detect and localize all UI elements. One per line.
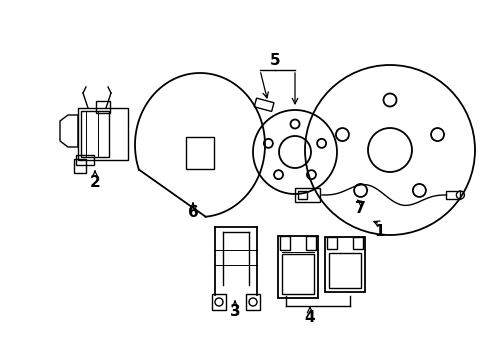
Text: 4: 4	[304, 310, 315, 325]
Text: 7: 7	[354, 201, 365, 216]
Bar	[76, 155, 94, 165]
Bar	[297, 191, 306, 199]
Bar	[352, 237, 362, 249]
Bar	[74, 159, 86, 173]
Bar	[245, 294, 260, 310]
Bar	[280, 236, 289, 250]
Text: 6: 6	[187, 204, 198, 220]
Bar	[326, 237, 336, 249]
Text: 2: 2	[89, 175, 100, 189]
Bar	[185, 137, 214, 169]
Bar	[294, 188, 319, 202]
Bar	[81, 111, 109, 157]
Text: 5: 5	[269, 53, 280, 68]
Bar	[212, 294, 225, 310]
Bar	[446, 191, 460, 199]
Text: 1: 1	[374, 225, 385, 239]
Bar	[78, 108, 128, 160]
Text: 3: 3	[229, 305, 240, 320]
Bar	[282, 254, 313, 294]
Bar	[278, 236, 317, 298]
Bar	[305, 236, 315, 250]
Bar	[254, 98, 273, 112]
Bar	[96, 101, 110, 113]
Bar	[325, 237, 364, 292]
Bar	[328, 253, 360, 288]
